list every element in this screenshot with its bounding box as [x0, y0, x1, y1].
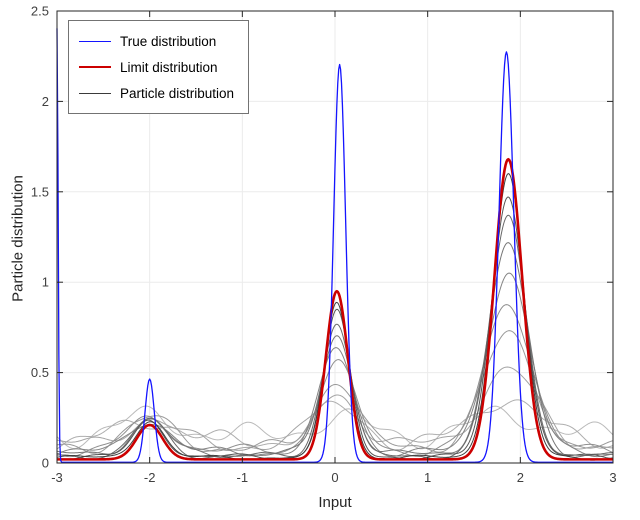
legend-entry: True distribution: [79, 28, 234, 54]
series-particle-distribution-2: [56, 366, 614, 451]
legend-label: Limit distribution: [120, 59, 218, 75]
y-tick-label: 1.5: [31, 184, 49, 199]
legend-line-sample: [79, 92, 111, 94]
y-tick-label: 1: [42, 275, 49, 290]
x-axis-label: Input: [318, 494, 352, 511]
legend-label: True distribution: [120, 33, 217, 49]
legend-label: Particle distribution: [120, 85, 235, 101]
x-tick-label: 2: [517, 470, 524, 485]
legend: True distribution Limit distribution Parti…: [68, 20, 250, 114]
series-limit-distribution: [56, 157, 614, 461]
y-axis-label: Particle distribution: [9, 175, 27, 302]
legend-line-sample: [79, 40, 111, 42]
y-tick-label: 2.5: [31, 4, 49, 19]
x-tick-label: -3: [51, 470, 63, 485]
x-tick-label: 0: [331, 470, 338, 485]
x-tick-label: 1: [424, 470, 431, 485]
y-tick-label: 2: [42, 94, 49, 109]
series-true-distribution: [56, 28, 613, 463]
legend-entry: Limit distribution: [79, 54, 234, 80]
series-particle-distribution-0: [56, 405, 614, 450]
y-tick-label: 0: [42, 456, 49, 471]
series-particle-distribution-4: [56, 304, 614, 458]
legend-line-sample: [79, 66, 111, 68]
x-tick-label: -1: [237, 470, 249, 485]
y-tick-label: 0.5: [31, 365, 49, 380]
x-tick-label: 3: [609, 470, 616, 485]
x-tick-label: -2: [144, 470, 156, 485]
legend-entry: Particle distribution: [79, 80, 234, 106]
